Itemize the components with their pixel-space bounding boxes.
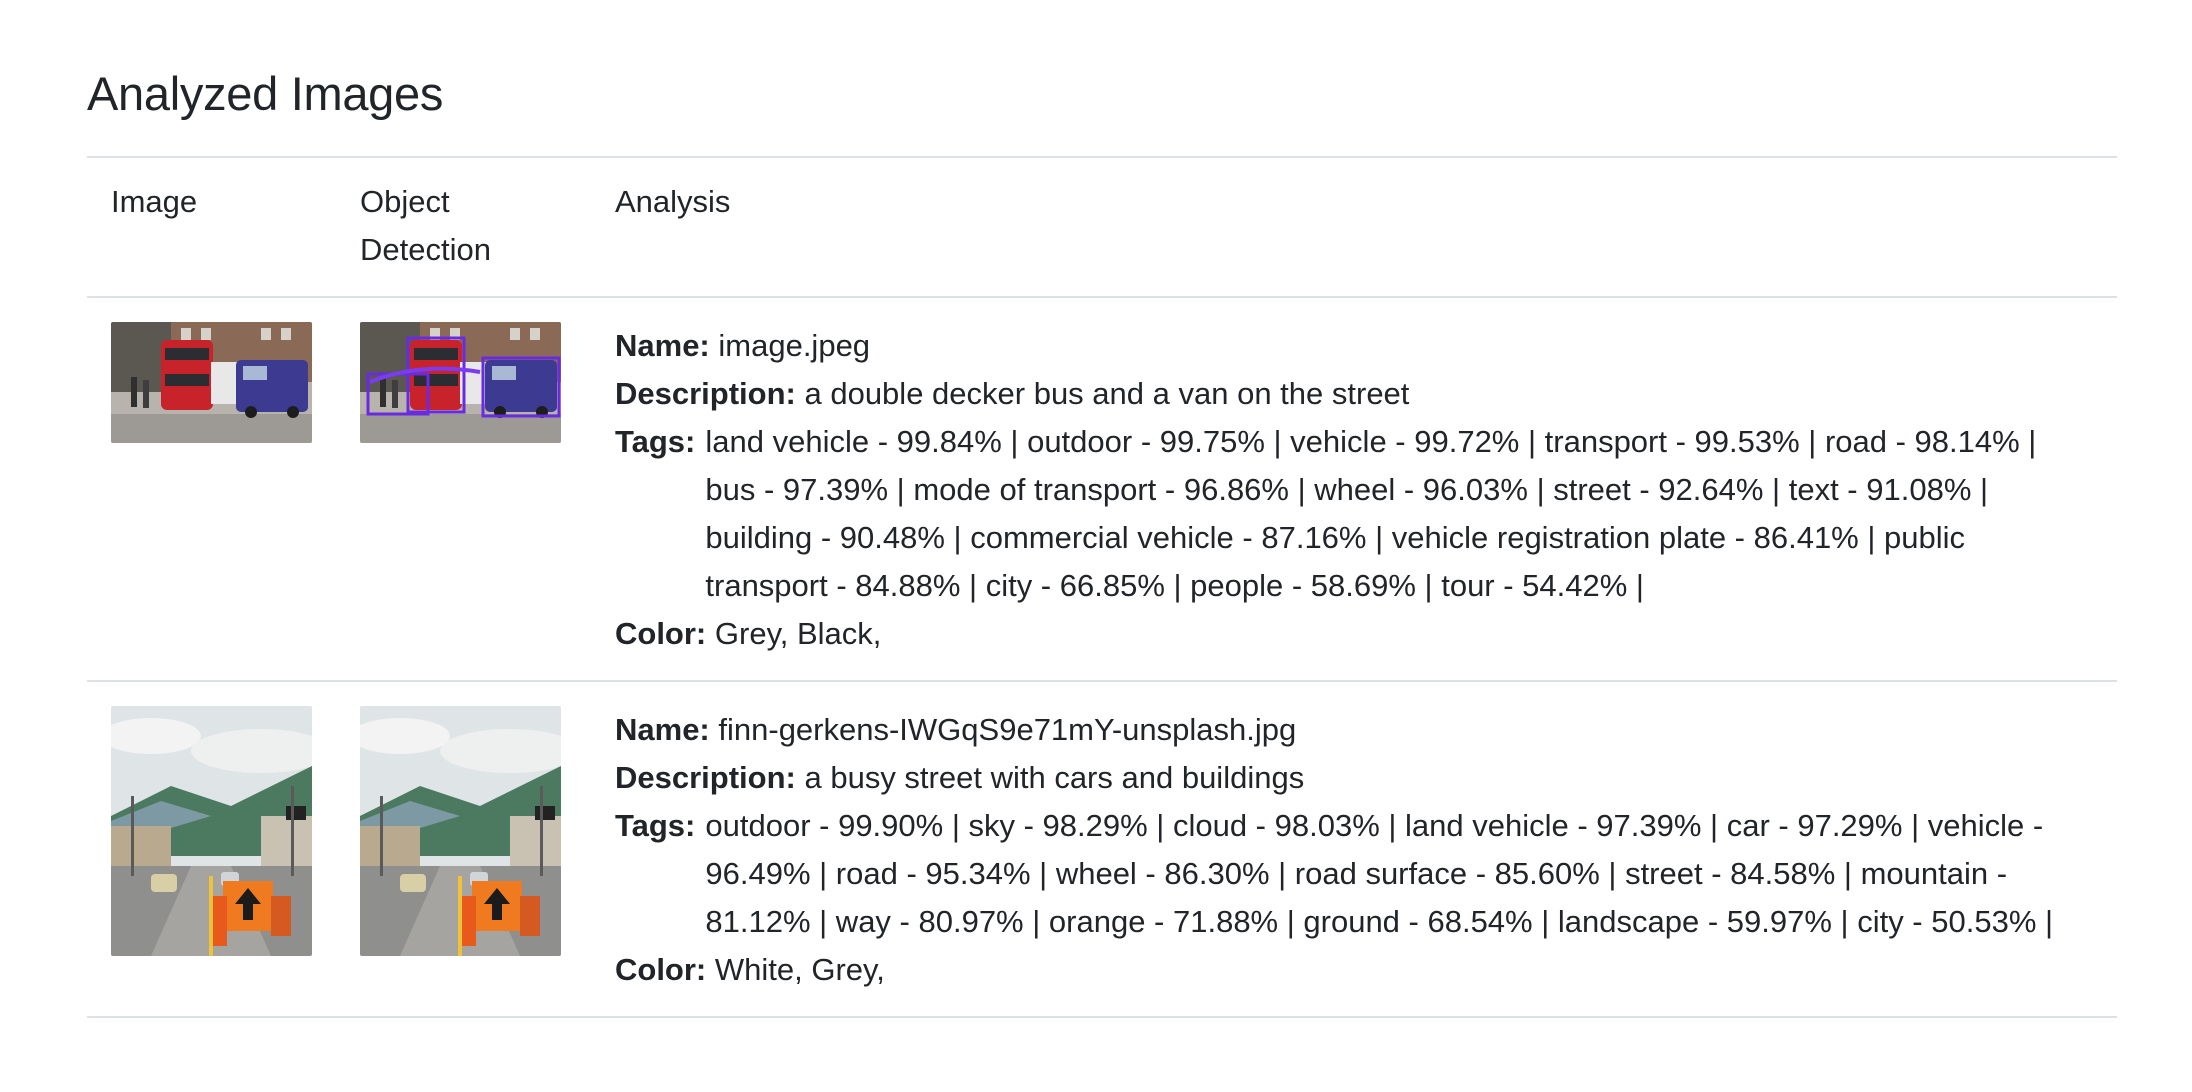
object-detection-cell [336,297,591,682]
name-value: finn-gerkens-IWGqS9e71mY-unsplash.jpg [718,712,1297,747]
name-label: Name: [615,328,710,363]
analysis-table: Image Object Detection Analysis [87,156,2117,1018]
mountain-street-thumbnail[interactable] [111,706,312,956]
description-label: Description: [615,760,796,795]
object-detection-cell [336,681,591,1018]
page-title: Analyzed Images [87,67,444,120]
analysis-cell: Name: finn-gerkens-IWGqS9e71mY-unsplash.… [591,681,2117,1018]
analysis-name: Name: image.jpeg [615,322,2093,370]
table-row: Name: image.jpeg Description: a double d… [87,297,2117,682]
analysis-tags: Tags: land vehicle - 99.84% | outdoor - … [615,418,2093,610]
image-cell [87,297,336,682]
color-value: White, Grey, [714,952,885,987]
mountain-street-detection-thumbnail[interactable] [360,706,561,956]
analysis-name: Name: finn-gerkens-IWGqS9e71mY-unsplash.… [615,706,2093,754]
description-value: a busy street with cars and buildings [804,760,1305,795]
analysis-color: Color: Grey, Black, [615,610,2093,658]
color-label: Color: [615,616,707,651]
bus-street-detection-thumbnail[interactable] [360,322,561,443]
tags-value: land vehicle - 99.84% | outdoor - 99.75%… [705,424,2037,603]
name-value: image.jpeg [718,328,871,363]
table-header-row: Image Object Detection Analysis [87,156,2117,298]
color-label: Color: [615,952,707,987]
name-label: Name: [615,712,710,747]
table-row: Name: finn-gerkens-IWGqS9e71mY-unsplash.… [87,681,2117,1018]
column-header-analysis: Analysis [591,156,2117,298]
bus-street-thumbnail[interactable] [111,322,312,443]
column-header-image: Image [87,156,336,298]
description-value: a double decker bus and a van on the str… [804,376,1410,411]
analysis-cell: Name: image.jpeg Description: a double d… [591,297,2117,682]
analysis-description: Description: a double decker bus and a v… [615,370,2093,418]
analysis-tags: Tags: outdoor - 99.90% | sky - 98.29% | … [615,802,2093,946]
tags-label: Tags: [615,424,696,459]
image-cell [87,681,336,1018]
tags-label: Tags: [615,808,696,843]
description-label: Description: [615,376,796,411]
analysis-description: Description: a busy street with cars and… [615,754,2093,802]
column-header-object-detection: Object Detection [336,156,591,298]
tags-value: outdoor - 99.90% | sky - 98.29% | cloud … [705,808,2054,939]
color-value: Grey, Black, [714,616,882,651]
analysis-color: Color: White, Grey, [615,946,2093,994]
